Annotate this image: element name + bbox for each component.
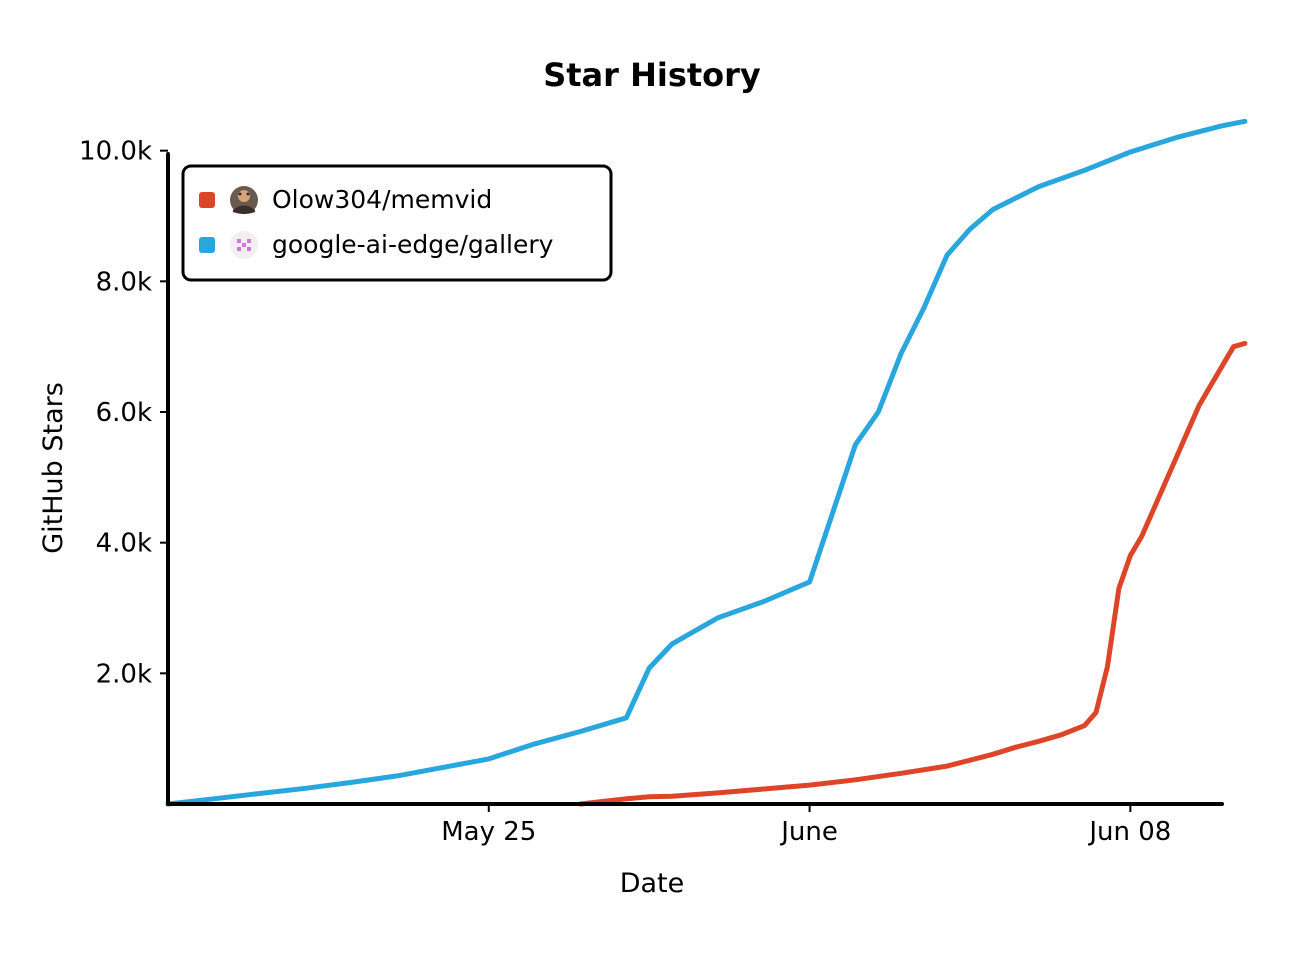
y-tick-label: 6.0k xyxy=(96,398,152,428)
legend-swatch-memvid xyxy=(199,192,215,208)
legend-label-memvid: Olow304/memvid xyxy=(272,185,492,214)
x-tick-label: June xyxy=(779,817,838,847)
legend-item-gallery: google-ai-edge/gallery xyxy=(199,230,554,259)
series-layer xyxy=(165,118,1248,807)
legend-box xyxy=(181,164,613,282)
x-axis-title: Date xyxy=(620,868,685,899)
legend-item-memvid: Olow304/memvid xyxy=(199,185,492,214)
series-line-gallery xyxy=(165,118,1248,807)
y-tick-label: 4.0k xyxy=(96,529,152,559)
y-axis-title: GitHub Stars xyxy=(38,382,69,554)
user-avatar-icon xyxy=(230,186,258,214)
legend: Olow304/memvid google-ai-edge/gallery xyxy=(181,164,613,282)
y-tick-label: 8.0k xyxy=(96,267,152,297)
x-tick-label: Jun 08 xyxy=(1087,817,1171,847)
ticks-layer: May 25 June Jun 08 2.0k 4.0k 6.0k 8.0k 10.0k xyxy=(79,137,1171,847)
axes-layer xyxy=(166,152,1224,806)
y-tick-label: 10.0k xyxy=(79,137,152,167)
legend-label-gallery: google-ai-edge/gallery xyxy=(272,230,554,259)
y-tick-label: 2.0k xyxy=(96,659,152,689)
legend-swatch-gallery xyxy=(199,237,215,253)
series-line-memvid xyxy=(577,340,1248,807)
org-logo-icon xyxy=(230,231,258,259)
chart-title: Star History xyxy=(543,56,761,94)
x-tick-label: May 25 xyxy=(441,817,536,847)
